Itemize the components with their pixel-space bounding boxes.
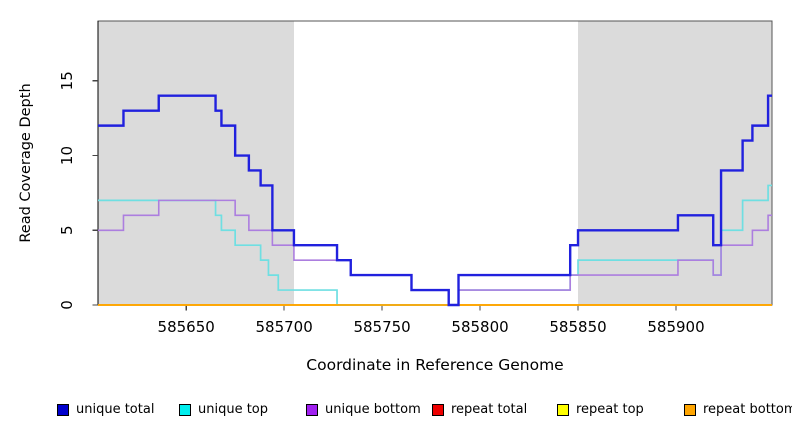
y-axis-label: Read Coverage Depth — [18, 83, 34, 243]
legend-swatch — [179, 403, 191, 416]
legend-swatch — [57, 403, 69, 416]
legend-label: repeat total — [451, 402, 528, 417]
y-tick-label: 10 — [58, 146, 76, 165]
legend-label: unique bottom — [325, 402, 421, 417]
x-tick-label: 585850 — [549, 318, 606, 336]
x-tick-label: 585650 — [158, 318, 215, 336]
legend-item-unique-top: unique top — [179, 402, 268, 417]
legend-label: repeat top — [576, 402, 644, 417]
legend-label: unique top — [198, 402, 269, 417]
y-tick-label: 5 — [58, 225, 76, 235]
y-tick-label: 0 — [58, 300, 76, 310]
y-tick-label: 15 — [58, 71, 76, 90]
legend-label: repeat bottom — [703, 402, 792, 417]
legend-item-unique-bottom: unique bottom — [306, 402, 421, 417]
x-tick-label: 585700 — [256, 318, 313, 336]
x-tick-label: 585900 — [647, 318, 704, 336]
x-axis-label: Coordinate in Reference Genome — [306, 356, 564, 374]
legend-swatch — [306, 403, 318, 416]
x-tick-label: 585800 — [451, 318, 508, 336]
shaded-region-1 — [98, 21, 294, 305]
legend-item-unique-total: unique total — [57, 402, 154, 417]
legend-swatch — [557, 403, 569, 416]
shaded-region-2 — [578, 21, 772, 305]
legend-swatch — [684, 403, 696, 416]
legend-item-repeat-top: repeat top — [557, 402, 644, 417]
legend-swatch — [432, 403, 444, 416]
x-tick-label: 585750 — [353, 318, 410, 336]
series-unique-total — [98, 94, 772, 307]
legend-item-repeat-total: repeat total — [432, 402, 527, 417]
legend-item-repeat-bottom: repeat bottom — [684, 402, 792, 417]
legend-label: unique total — [76, 402, 155, 417]
